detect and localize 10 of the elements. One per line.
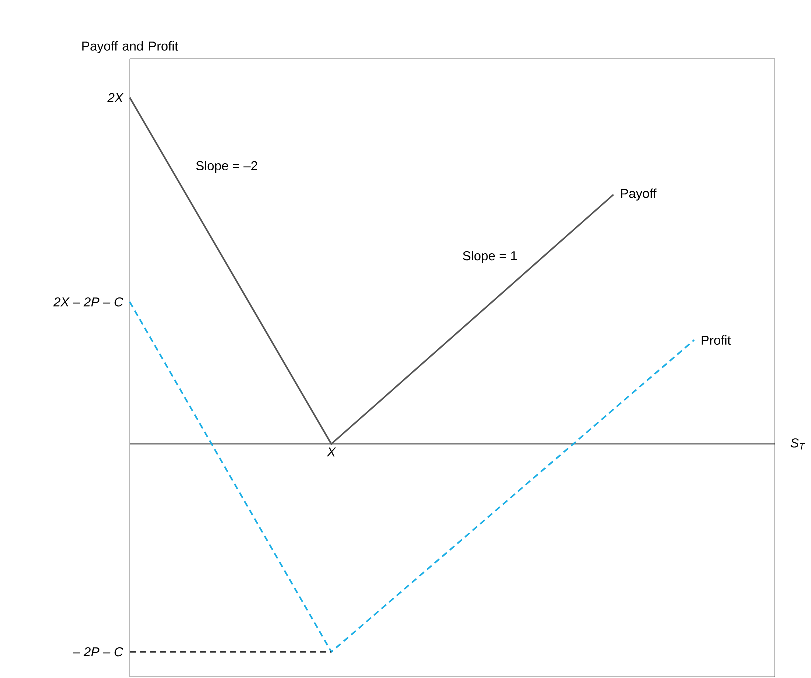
series-label: Payoff	[621, 188, 657, 201]
text: – 2P – C	[73, 647, 124, 657]
series-label: Profit	[702, 336, 732, 346]
annotation: X	[326, 448, 336, 457]
text: 2X – 2P – C	[54, 298, 124, 307]
y-axis-title: Payoff and Profit	[82, 41, 178, 54]
x-axis-title: S$_{T}$	[790, 438, 806, 450]
annotation: Slope = –2	[196, 161, 258, 174]
annotation: Slope = 1	[463, 251, 518, 264]
text: 2X	[108, 93, 124, 102]
